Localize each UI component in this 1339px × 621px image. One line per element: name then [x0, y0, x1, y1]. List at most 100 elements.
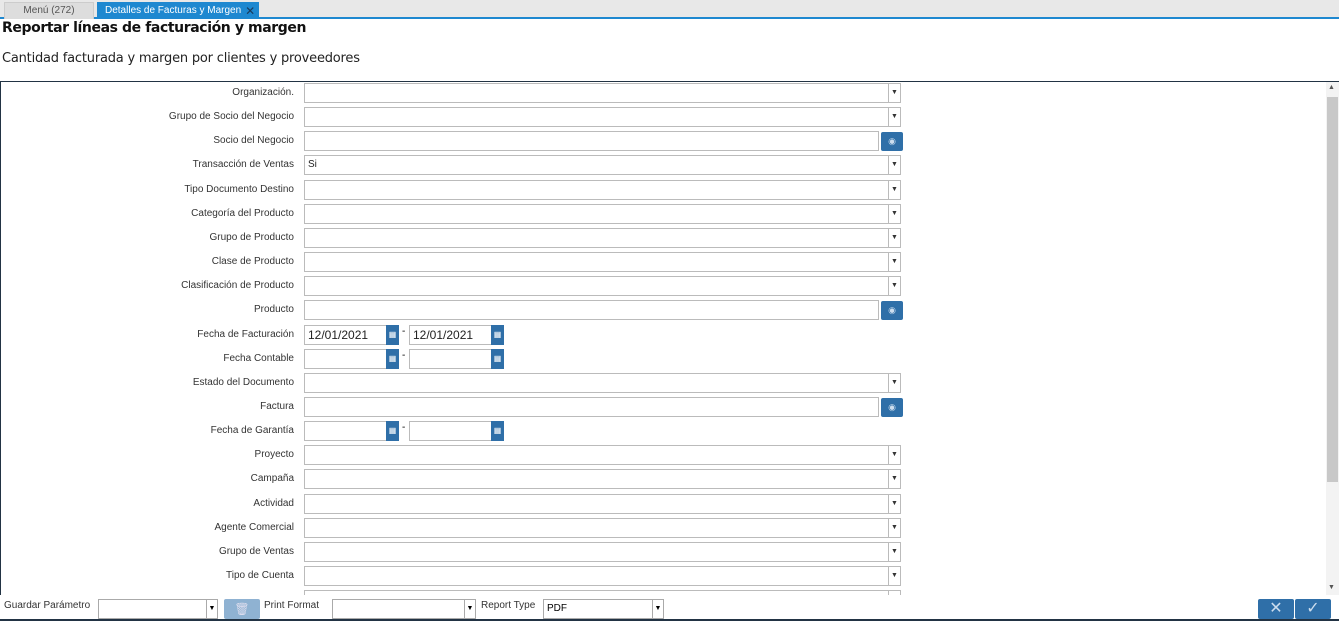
- chevron-down-icon[interactable]: ▼: [888, 180, 900, 199]
- divider: [0, 81, 1339, 82]
- date-from-field[interactable]: 12/01/2021: [304, 324, 387, 345]
- scrollbar[interactable]: ▲ ▼: [1326, 82, 1339, 595]
- search-icon: ◉: [888, 401, 896, 412]
- chevron-down-icon[interactable]: ▼: [888, 373, 900, 392]
- ok-button[interactable]: ✓: [1295, 599, 1331, 619]
- field-row: Clase de Producto ▼: [0, 251, 905, 275]
- field-label: Proyecto: [254, 449, 294, 461]
- print-format-label: Print Format: [264, 600, 320, 611]
- field-label: Fecha de Facturación: [197, 328, 294, 340]
- calendar-icon[interactable]: ▦: [491, 324, 504, 345]
- select-field[interactable]: ▼: [304, 372, 901, 393]
- scroll-down-icon[interactable]: ▼: [1328, 584, 1335, 591]
- field-label: Socio del Negocio: [213, 135, 294, 147]
- calendar-icon[interactable]: ▦: [386, 421, 399, 442]
- lookup-button[interactable]: ◉: [881, 132, 903, 152]
- calendar-icon[interactable]: ▦: [386, 324, 399, 345]
- select-field[interactable]: Si ▼: [304, 155, 901, 176]
- chevron-down-icon[interactable]: ▼: [888, 446, 900, 465]
- date-from-field[interactable]: [304, 348, 387, 369]
- report-type-label: Report Type: [481, 600, 536, 611]
- select-field[interactable]: ▼: [304, 276, 901, 297]
- frame-border: [0, 82, 1, 621]
- lookup-field[interactable]: [304, 300, 879, 321]
- field-row: Fecha de Facturación 12/01/2021 ▦ -12/01/20…: [0, 324, 905, 348]
- calendar-icon[interactable]: ▦: [491, 348, 504, 369]
- tab-menu[interactable]: Menú (272): [4, 2, 94, 19]
- field-label: Grupo de Socio del Negocio: [168, 111, 294, 123]
- chevron-down-icon[interactable]: ▼: [888, 108, 900, 127]
- lookup-field[interactable]: [304, 131, 879, 152]
- chevron-down-icon[interactable]: ▼: [888, 253, 900, 272]
- field-row: Transacción de Ventas Si ▼: [0, 154, 905, 178]
- page-subtitle: Cantidad facturada y margen por clientes…: [2, 51, 360, 66]
- report-type-value: PDF: [547, 603, 567, 614]
- scrollbar-thumb[interactable]: [1327, 97, 1338, 482]
- chevron-down-icon[interactable]: ▼: [888, 518, 900, 537]
- chevron-down-icon[interactable]: ▼: [206, 600, 217, 618]
- chevron-down-icon[interactable]: ▼: [888, 494, 900, 513]
- field-row: Grupo de Ventas ▼: [0, 541, 905, 565]
- close-icon[interactable]: ✕: [245, 3, 256, 18]
- field-value: Si: [308, 159, 317, 171]
- field-row: Tipo Documento Destino ▼: [0, 179, 905, 203]
- chevron-down-icon[interactable]: ▼: [888, 156, 900, 175]
- select-field[interactable]: ▼: [304, 179, 901, 200]
- chevron-down-icon[interactable]: ▼: [888, 204, 900, 223]
- select-field[interactable]: ▼: [304, 541, 901, 562]
- chevron-down-icon[interactable]: ▼: [888, 567, 900, 585]
- chevron-down-icon[interactable]: ▼: [888, 277, 900, 296]
- select-field[interactable]: ▼: [304, 445, 901, 466]
- field-label: Campaña: [250, 473, 294, 485]
- date-to-field[interactable]: [409, 348, 492, 369]
- field-label: Fecha Contable: [223, 352, 294, 364]
- bottom-border: [0, 619, 1339, 621]
- select-field[interactable]: ▼: [304, 107, 901, 128]
- print-format-select[interactable]: ▼: [332, 599, 476, 619]
- close-icon: ✕: [1269, 600, 1283, 617]
- search-icon: ◉: [888, 305, 896, 316]
- cancel-button[interactable]: ✕: [1258, 599, 1294, 619]
- tab-invoice-details[interactable]: Detalles de Facturas y Margen ✕: [97, 2, 260, 19]
- chevron-down-icon[interactable]: ▼: [888, 228, 900, 247]
- date-from-field[interactable]: [304, 421, 387, 442]
- save-parameter-select[interactable]: ▼: [98, 599, 218, 619]
- field-row: Estado del Documento ▼: [0, 372, 905, 396]
- select-field[interactable]: ▼: [304, 469, 901, 490]
- field-label: Estado del Documento: [192, 376, 294, 388]
- date-to-field[interactable]: [409, 421, 492, 442]
- field-row: Agente Comercial ▼: [0, 517, 905, 541]
- lookup-button[interactable]: ◉: [881, 397, 903, 417]
- chevron-down-icon[interactable]: ▼: [888, 470, 900, 489]
- select-field[interactable]: ▼: [304, 566, 901, 586]
- field-row: Fecha Contable ▦ - ▦: [0, 348, 905, 372]
- tab-bar: Menú (272) Detalles de Facturas y Margen…: [0, 0, 1339, 19]
- field-label: Grupo de Producto: [209, 231, 295, 243]
- lookup-button[interactable]: ◉: [881, 301, 903, 321]
- date-to-field[interactable]: 12/01/2021: [409, 324, 492, 345]
- chevron-down-icon[interactable]: ▼: [888, 542, 900, 561]
- chevron-down-icon[interactable]: ▼: [652, 600, 663, 618]
- select-field[interactable]: ▼: [304, 203, 901, 224]
- select-field[interactable]: ▼: [304, 517, 901, 538]
- field-label: Transacción de Ventas: [192, 159, 294, 171]
- select-field[interactable]: ▼: [304, 83, 901, 103]
- report-type-select[interactable]: PDF ▼: [543, 599, 664, 619]
- field-label: Fecha de Garantía: [210, 425, 294, 437]
- chevron-down-icon[interactable]: ▼: [464, 600, 475, 618]
- lookup-field[interactable]: [304, 396, 879, 417]
- select-field[interactable]: ▼: [304, 227, 901, 248]
- calendar-icon[interactable]: ▦: [491, 421, 504, 442]
- delete-parameter-button[interactable]: 🗑: [224, 599, 260, 619]
- field-row: Categoría del Producto ▼: [0, 203, 905, 227]
- page-title: Reportar líneas de facturación y margen: [2, 20, 307, 36]
- tab-label: Detalles de Facturas y Margen: [105, 4, 242, 16]
- select-field[interactable]: ▼: [304, 493, 901, 514]
- field-row: Fecha de Garantía ▦ - ▦: [0, 420, 905, 444]
- select-field[interactable]: ▼: [304, 252, 901, 273]
- footer-toolbar: Guardar Parámetro ▼ 🗑 Print Format ▼ Rep…: [0, 595, 1339, 621]
- field-label: Tipo Documento Destino: [184, 183, 294, 195]
- chevron-down-icon[interactable]: ▼: [888, 84, 900, 102]
- scroll-up-icon[interactable]: ▲: [1328, 84, 1335, 91]
- calendar-icon[interactable]: ▦: [386, 348, 399, 369]
